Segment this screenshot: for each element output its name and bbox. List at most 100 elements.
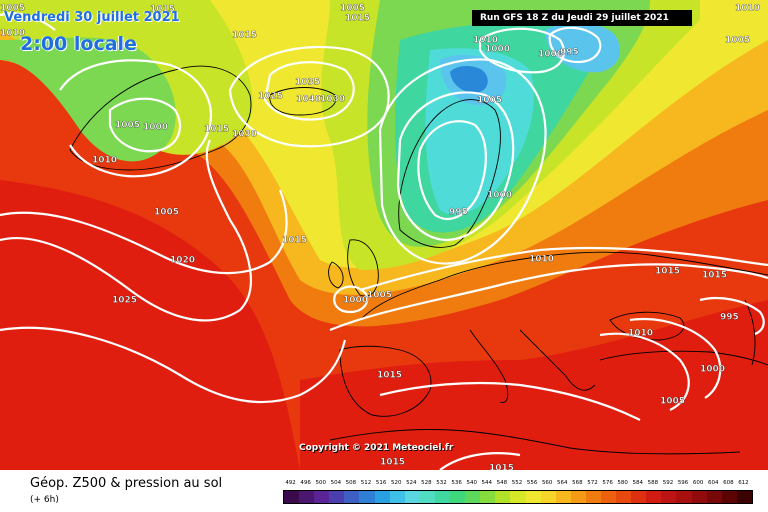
isobar-uk-low [333, 285, 369, 314]
color-scale-value: 608 [723, 480, 734, 486]
coast-iceland [269, 87, 337, 116]
isobar-label: 1015 [345, 14, 370, 24]
color-scale-value: 580 [617, 480, 628, 486]
isobar-north-1005 [478, 27, 565, 74]
isobar-europe-1015 [329, 263, 768, 332]
color-scale-value: 500 [315, 480, 326, 486]
run-banner: Run GFS 18 Z du Jeudi 29 juillet 2021 [472, 10, 692, 26]
isobar-label: 1010 [473, 36, 498, 46]
color-scale-value: 532 [436, 480, 447, 486]
isobar-atlantic-1015 [0, 326, 347, 404]
coast-turkey [599, 350, 768, 366]
isobar-label: 1025 [112, 296, 137, 306]
isobar-label: 1000 [485, 45, 510, 55]
coast-north-africa [329, 429, 741, 455]
coastlines [69, 65, 768, 455]
color-scale-swatch [329, 491, 345, 503]
color-scale-swatch [585, 491, 601, 503]
isobars [0, 12, 768, 470]
isobar-label: 1010 [0, 29, 25, 39]
isobar-label: 1030 [320, 95, 345, 105]
isobar-label: 1015 [232, 31, 257, 41]
color-scale-swatch [404, 491, 420, 503]
isobar-label: 1025 [258, 92, 283, 102]
isobar-labels: 1015 1015 1010 1005 1000 995 1000 1005 1… [0, 3, 760, 470]
isobar-label: 995 [720, 313, 739, 323]
color-scale-value: 544 [481, 480, 493, 486]
color-scale-swatch [661, 491, 677, 503]
weather-map: 1015 1015 1010 1005 1000 995 1000 1005 1… [0, 0, 768, 470]
isobar-label: 1020 [170, 256, 195, 266]
color-scale-value: 496 [300, 480, 311, 486]
isobar-scand-low-1000 [417, 120, 487, 221]
color-scale-swatch [706, 491, 722, 503]
color-scale-value: 512 [360, 480, 372, 486]
color-scale-value: 592 [662, 480, 674, 486]
color-scale-value: 524 [406, 480, 417, 486]
color-scale-swatch [480, 491, 496, 503]
color-scale-value: 508 [345, 480, 357, 486]
forecast-date: Vendredi 30 juillet 2021 [4, 10, 180, 25]
isobar-canada [0, 12, 56, 31]
isobar-scand-low-1010 [378, 58, 547, 265]
isobar-east-1000 [629, 317, 722, 399]
isobar-label: 1010 [735, 4, 760, 14]
color-scale-swatch [540, 491, 556, 503]
coast-iberia [339, 345, 432, 417]
color-scale-swatch [721, 491, 737, 503]
coast-greenland [69, 65, 252, 171]
color-scale-value: 572 [587, 480, 598, 486]
field-blue-core [450, 66, 488, 93]
isobar-label: 1000 [487, 191, 512, 201]
field-green-greenland [0, 37, 176, 162]
color-scale-value: 604 [708, 480, 719, 486]
map-canvas: 1015 1015 1010 1005 1000 995 1000 1005 1… [0, 0, 768, 470]
isobar-label: 1015 [204, 125, 229, 135]
isobar-label: 1010 [529, 255, 554, 265]
field-hot-atlantic [0, 180, 300, 470]
color-scale-swatch [525, 491, 541, 503]
color-scale-value: 536 [451, 480, 462, 486]
isobar-label: 1010 [628, 329, 653, 339]
color-scale-value: 596 [677, 480, 689, 486]
isobar-atlantic-1025 [0, 139, 252, 322]
isobar-scand-low-1005 [396, 91, 515, 242]
isobar-high-iceland [263, 61, 355, 121]
color-scale-value: 492 [285, 480, 296, 486]
color-scale-value: 564 [557, 480, 568, 486]
color-scale-value: 504 [330, 480, 342, 486]
color-scale-value: 600 [692, 480, 704, 486]
color-scale-value: 556 [526, 480, 538, 486]
isobar-label: 1030 [232, 130, 257, 140]
isobar-label: 1015 [282, 236, 307, 246]
color-scale-swatch [465, 491, 481, 503]
isobar-label: 1035 [295, 78, 320, 88]
color-scale-value: 584 [632, 480, 644, 486]
map-footer: Géop. Z500 & pression au sol (+ 6h) 492 4… [0, 470, 768, 512]
isobar-east-995 [699, 297, 765, 336]
color-scale-value: 612 [738, 480, 749, 486]
color-scale-swatch [631, 491, 647, 503]
color-scale-swatch [389, 491, 405, 503]
coast-scandinavia [398, 99, 501, 248]
color-scale-swatch [616, 491, 632, 503]
color-scale-swatch [510, 491, 526, 503]
color-scale-swatch [284, 491, 300, 503]
isobar-label: 1015 [655, 267, 680, 277]
color-scale-bar [283, 490, 753, 504]
map-title: Géop. Z500 & pression au sol [30, 476, 223, 491]
copyright: Copyright © 2021 Meteociel.fr [299, 443, 454, 453]
color-scale-value: 560 [541, 480, 553, 486]
isobar-label: 1000 [343, 296, 368, 306]
isobar-label: 1000 [538, 50, 563, 60]
isobar-label: 995 [560, 48, 579, 58]
color-scale-swatch [299, 491, 315, 503]
isobar-label: 1015 [150, 5, 175, 15]
isobar-europe-1010 [359, 246, 768, 292]
color-scale-swatch [314, 491, 330, 503]
isobar-south-1015 [379, 381, 641, 421]
isobar-greenland-outer [59, 59, 213, 178]
isobar-label: 1005 [725, 36, 750, 46]
forecast-local-time: 2:00 locale [20, 33, 137, 55]
color-scale-labels: 492 496 500 504 508 512 516 520 524 528 532 536 540 5… [283, 480, 751, 490]
